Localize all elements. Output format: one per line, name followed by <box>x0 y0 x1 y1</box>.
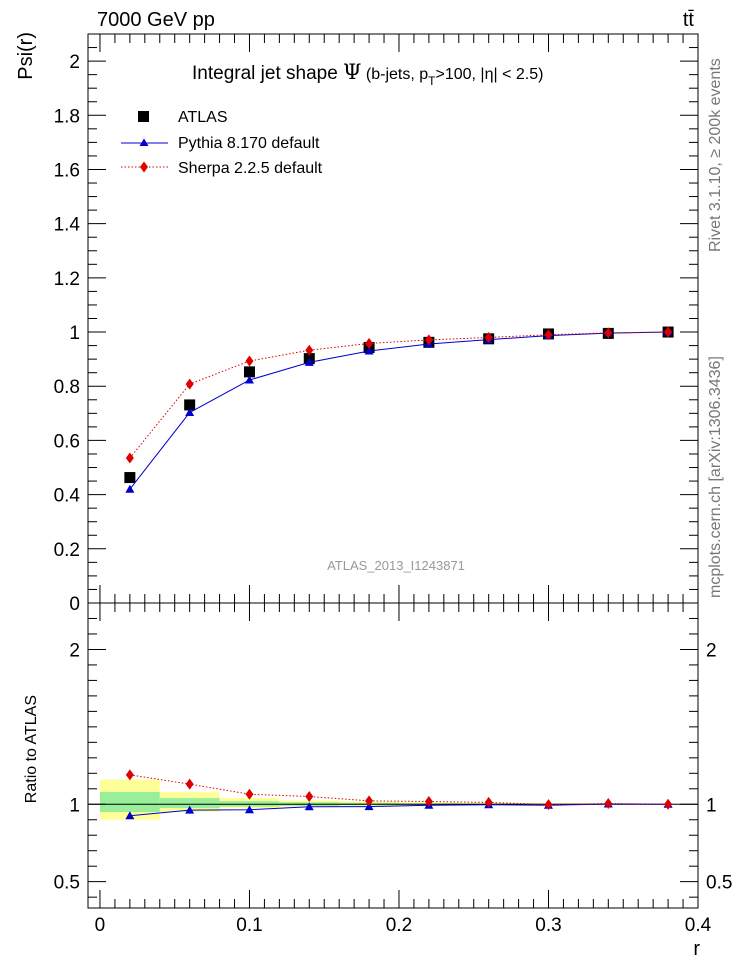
main-atlas-point <box>243 366 255 378</box>
main-pythia-point <box>364 346 374 355</box>
ratio-sherpa-point <box>245 788 254 800</box>
ratio-series <box>125 769 673 820</box>
main-axis-ticks <box>88 33 699 604</box>
x-tick-labels: 0 0.1 0.2 0.3 0.4 <box>95 915 712 936</box>
main-ytick-label: 0.2 <box>54 540 80 561</box>
legend-marker-atlas <box>138 111 149 122</box>
main-ytick-label: 1.8 <box>54 106 80 127</box>
header-right: tt̄ <box>683 9 695 31</box>
ratio-sherpa-line <box>129 774 669 806</box>
legend-label-atlas: ATLAS <box>178 109 228 126</box>
ratio-ytick-label-right: 1 <box>706 795 717 816</box>
ratio-plot-frame <box>87 602 699 909</box>
main-series <box>124 326 674 493</box>
ratio-sherpa-point <box>484 796 493 808</box>
legend-label-sherpa: Sherpa 2.2.5 default <box>178 160 323 177</box>
xtick-label: 0.3 <box>535 915 561 936</box>
analysis-watermark: ATLAS_2013_I1243871 <box>327 558 465 573</box>
ratio-ytick-label-right: 0.5 <box>706 873 732 894</box>
band-green-1 <box>159 798 220 809</box>
main-sherpa-line <box>129 331 669 459</box>
main-atlas-point <box>124 472 136 484</box>
main-sherpa-point <box>245 355 254 367</box>
main-ytick-label: 1.6 <box>54 160 80 181</box>
mcplots-label: mcplots.cern.ch [arXiv:1306.3436] <box>707 356 724 598</box>
legend-marker-pythia <box>139 138 149 146</box>
ratio-sherpa-point <box>604 797 613 809</box>
ratio-pythia-point <box>125 811 135 820</box>
ratio-y-tick-labels: 0.5 0.5 1 1 2 2 <box>54 640 733 893</box>
main-sherpa-point <box>125 452 134 464</box>
ratio-sherpa-point <box>365 795 374 807</box>
chart-title: Integral jet shape Ψ (b-jets, pT>100, |η… <box>192 60 543 88</box>
main-ytick-label: 1.4 <box>54 215 81 236</box>
ratio-sherpa-point <box>424 795 433 807</box>
legend-marker-sherpa <box>140 161 148 173</box>
legend-label-pythia: Pythia 8.170 default <box>178 135 320 152</box>
main-sherpa-point <box>185 378 194 390</box>
main-sherpa-point <box>305 344 314 356</box>
rivet-label: Rivet 3.1.10, ≥ 200k events <box>707 58 724 252</box>
ratio-y-axis-label: Ratio to ATLAS <box>23 695 40 803</box>
ratio-ytick-label-left: 2 <box>69 640 80 661</box>
ratio-sherpa-point <box>185 778 194 790</box>
main-sherpa-point <box>365 337 374 349</box>
ratio-ytick-label-right: 2 <box>706 640 717 661</box>
x-axis-label: r <box>693 938 700 960</box>
ratio-pythia-point <box>244 805 254 814</box>
main-atlas-point <box>184 399 196 411</box>
main-ytick-label: 1 <box>69 323 80 344</box>
ratio-pythia-line <box>129 803 669 817</box>
main-pythia-point <box>244 375 254 384</box>
main-y-tick-labels: 0 0.2 0.4 0.6 0.8 1 1.2 1.4 1.6 1.8 2 <box>54 52 81 615</box>
ratio-sherpa-point <box>305 791 314 803</box>
ratio-sherpa-point <box>125 769 134 781</box>
main-pythia-point <box>304 357 314 366</box>
main-sherpa-point <box>544 329 553 341</box>
main-pythia-line <box>129 331 669 490</box>
main-ytick-label: 0.6 <box>54 431 80 452</box>
xtick-label: 0 <box>95 915 106 936</box>
ratio-ytick-label-left: 1 <box>69 795 80 816</box>
header-left: 7000 GeV pp <box>97 9 215 31</box>
main-sherpa-point <box>484 331 493 343</box>
main-ytick-label: 1.2 <box>54 269 80 290</box>
xtick-label: 0.2 <box>386 915 412 936</box>
main-ytick-label: 0 <box>69 594 80 615</box>
legend: ATLAS Pythia 8.170 default Sherpa 2.2.5 … <box>121 109 323 177</box>
main-sherpa-point <box>664 326 673 338</box>
band-green-0 <box>99 791 160 813</box>
main-sherpa-point <box>424 334 433 346</box>
ratio-sherpa-point <box>544 799 553 811</box>
main-sherpa-point <box>604 327 613 339</box>
ratio-pythia-point <box>304 802 314 811</box>
ratio-axis-ticks <box>88 602 699 908</box>
main-ytick-label: 2 <box>69 52 80 73</box>
ratio-pythia-point <box>185 805 195 814</box>
ratio-sherpa-point <box>664 798 673 810</box>
main-y-axis-label: Psi(r) <box>15 32 37 80</box>
xtick-label: 0.4 <box>685 915 712 936</box>
xtick-label: 0.1 <box>236 915 262 936</box>
main-ytick-label: 0.8 <box>54 377 80 398</box>
main-pythia-point <box>125 484 135 493</box>
main-ytick-label: 0.4 <box>54 486 81 507</box>
ratio-ytick-label-left: 0.5 <box>54 873 80 894</box>
main-pythia-point <box>185 408 195 417</box>
